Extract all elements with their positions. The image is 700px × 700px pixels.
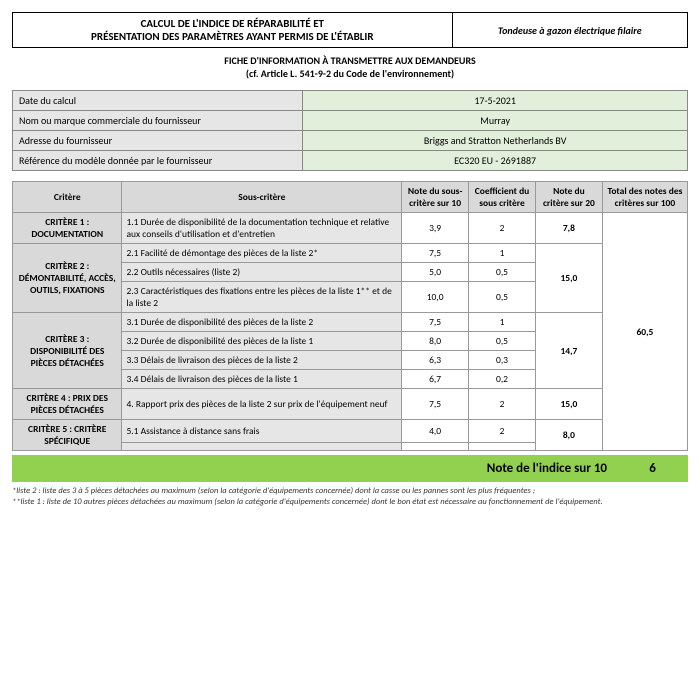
sub-coef: 0,3 xyxy=(469,351,536,370)
col-total100: Total des notes des critères sur 100 xyxy=(602,182,687,213)
sub-criteria-label: 2.2 Outils nécessaires (liste 2) xyxy=(122,263,402,282)
sub-coef: 0,2 xyxy=(469,370,536,389)
sub-score10: 8,0 xyxy=(402,332,469,351)
info-label: Référence du modèle donnée par le fourni… xyxy=(13,151,303,171)
footnotes: *liste 2 : liste des 3 à 5 pièces détach… xyxy=(12,486,688,507)
sub-coef: 0,5 xyxy=(469,282,536,313)
title-block: CALCUL DE L'INDICE DE RÉPARABILITÉ ET PR… xyxy=(13,13,453,47)
sub-criteria-label: 1.1 Durée de disponibilité de la documen… xyxy=(122,213,402,244)
sub-criteria-label xyxy=(122,442,402,450)
criteria-name: CRITÈRE 1 : DOCUMENTATION xyxy=(13,213,122,244)
criteria-score20: 7,8 xyxy=(535,213,602,244)
sub-coef: 0,5 xyxy=(469,263,536,282)
criteria-name: CRITÈRE 2 : DÉMONTABILITÉ, ACCÈS, OUTILS… xyxy=(13,244,122,313)
sub-criteria-label: 4. Rapport prix des pièces de la liste 2… xyxy=(122,389,402,420)
info-label: Date du calcul xyxy=(13,91,303,111)
score-table: Note de l'indice sur 10 6 xyxy=(12,455,688,482)
info-row: Date du calcul17-5-2021 xyxy=(13,91,688,111)
main-header: CALCUL DE L'INDICE DE RÉPARABILITÉ ET PR… xyxy=(12,12,688,48)
title-line2: PRÉSENTATION DES PARAMÈTRES AYANT PERMIS… xyxy=(21,30,444,43)
criteria-name: CRITÈRE 5 : CRITÈRE SPÉCIFIQUE xyxy=(13,420,122,451)
col-note10: Note du sous-critère sur 10 xyxy=(402,182,469,213)
criteria-name: CRITÈRE 3 : DISPONIBILITÉ DES PIÈCES DÉT… xyxy=(13,313,122,389)
criteria-score20: 14,7 xyxy=(535,313,602,389)
product-name: Tondeuse à gazon électrique filaire xyxy=(453,13,687,47)
sub-criteria-label: 2.3 Caractéristiques des fixations entre… xyxy=(122,282,402,313)
col-coef: Coefficient du sous critère xyxy=(469,182,536,213)
sub-coef: 1 xyxy=(469,244,536,263)
sub-score10: 7,5 xyxy=(402,313,469,332)
footnote-1: *liste 2 : liste des 3 à 5 pièces détach… xyxy=(12,486,688,497)
criteria-name: CRITÈRE 4 : PRIX DES PIÈCES DÉTACHÉES xyxy=(13,389,122,420)
sub-coef: 0,5 xyxy=(469,332,536,351)
info-label: Nom ou marque commerciale du fournisseur xyxy=(13,111,303,131)
info-value: Briggs and Stratton Netherlands BV xyxy=(303,131,688,151)
sub-score10: 7,5 xyxy=(402,389,469,420)
info-row: Adresse du fournisseurBriggs and Stratto… xyxy=(13,131,688,151)
sub-criteria-label: 2.1 Facilité de démontage des pièces de … xyxy=(122,244,402,263)
sub-score10 xyxy=(402,442,469,450)
sub-criteria-label: 5.1 Assistance à distance sans frais xyxy=(122,420,402,443)
info-label: Adresse du fournisseur xyxy=(13,131,303,151)
total-100: 60,5 xyxy=(602,213,687,451)
col-critere: Critère xyxy=(13,182,122,213)
score-label: Note de l'indice sur 10 xyxy=(13,456,618,482)
sub-score10: 6,3 xyxy=(402,351,469,370)
sub-criteria-label: 3.1 Durée de disponibilité des pièces de… xyxy=(122,313,402,332)
info-value: 17-5-2021 xyxy=(303,91,688,111)
score-value: 6 xyxy=(618,456,688,482)
sub-coef: 2 xyxy=(469,420,536,443)
col-note20: Note du critère sur 20 xyxy=(535,182,602,213)
sub-score10: 3,9 xyxy=(402,213,469,244)
sub-score10: 4,0 xyxy=(402,420,469,443)
repairability-sheet: CALCUL DE L'INDICE DE RÉPARABILITÉ ET PR… xyxy=(0,0,700,515)
sub-score10: 10,0 xyxy=(402,282,469,313)
title-line1: CALCUL DE L'INDICE DE RÉPARABILITÉ ET xyxy=(21,17,444,30)
criteria-table: Critère Sous-critère Note du sous-critèr… xyxy=(12,181,688,451)
info-table: Date du calcul17-5-2021Nom ou marque com… xyxy=(12,90,688,171)
sub-coef: 2 xyxy=(469,389,536,420)
sub-line2: (cf. Article L. 541-9-2 du Code de l'env… xyxy=(12,67,688,80)
criteria-row: CRITÈRE 1 : DOCUMENTATION1.1 Durée de di… xyxy=(13,213,688,244)
criteria-row: CRITÈRE 4 : PRIX DES PIÈCES DÉTACHÉES4. … xyxy=(13,389,688,420)
sub-score10: 6,7 xyxy=(402,370,469,389)
sub-coef: 1 xyxy=(469,313,536,332)
criteria-score20: 15,0 xyxy=(535,389,602,420)
criteria-score20: 8,0 xyxy=(535,420,602,451)
sub-line1: FICHE D'INFORMATION À TRANSMETTRE AUX DE… xyxy=(12,54,688,67)
sub-coef: 2 xyxy=(469,213,536,244)
info-value: Murray xyxy=(303,111,688,131)
info-row: Nom ou marque commerciale du fournisseur… xyxy=(13,111,688,131)
sub-score10: 5,0 xyxy=(402,263,469,282)
sub-header: FICHE D'INFORMATION À TRANSMETTRE AUX DE… xyxy=(12,54,688,80)
footnote-2: **liste 1 : liste de 10 autres pièces dé… xyxy=(12,497,688,508)
sub-coef xyxy=(469,442,536,450)
sub-score10: 7,5 xyxy=(402,244,469,263)
sub-criteria-label: 3.4 Délais de livraison des pièces de la… xyxy=(122,370,402,389)
criteria-header-row: Critère Sous-critère Note du sous-critèr… xyxy=(13,182,688,213)
sub-criteria-label: 3.3 Délais de livraison des pièces de la… xyxy=(122,351,402,370)
score-row: Note de l'indice sur 10 6 xyxy=(13,456,688,482)
sub-criteria-label: 3.2 Durée de disponibilité des pièces de… xyxy=(122,332,402,351)
info-row: Référence du modèle donnée par le fourni… xyxy=(13,151,688,171)
criteria-score20: 15,0 xyxy=(535,244,602,313)
info-value: EC320 EU - 2691887 xyxy=(303,151,688,171)
col-sous-critere: Sous-critère xyxy=(122,182,402,213)
criteria-row: CRITÈRE 5 : CRITÈRE SPÉCIFIQUE5.1 Assist… xyxy=(13,420,688,443)
criteria-row: CRITÈRE 3 : DISPONIBILITÉ DES PIÈCES DÉT… xyxy=(13,313,688,332)
criteria-row: CRITÈRE 2 : DÉMONTABILITÉ, ACCÈS, OUTILS… xyxy=(13,244,688,263)
